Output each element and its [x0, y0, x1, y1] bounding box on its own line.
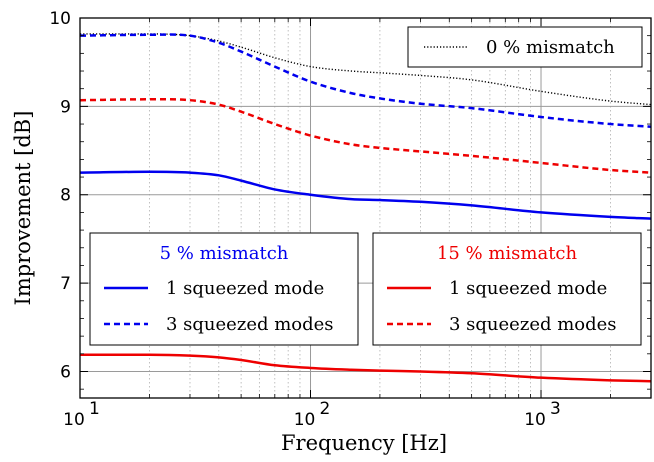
x-axis-label: Frequency [Hz] [281, 431, 447, 455]
plot-frame [79, 17, 652, 399]
y-tick-label: 6 [60, 362, 71, 382]
y-axis-label: Improvement [dB] [11, 111, 35, 306]
x-tick-label: 10 [524, 410, 546, 430]
legend-zero-mismatch: 0 % mismatch [407, 26, 643, 68]
x-tick-exponent: 1 [89, 399, 100, 419]
legend-five-dashed-label: 3 squeezed modes [166, 314, 334, 335]
x-tick-exponent: 3 [550, 399, 561, 419]
legend-zero-label: 0 % mismatch [486, 37, 615, 58]
y-tick-label: 7 [60, 274, 71, 294]
series-line-2 [79, 33, 652, 128]
series-line-4 [79, 98, 652, 174]
legend-fifteen-mismatch: 15 % mismatch 1 squeezed mode 3 squeezed… [372, 232, 642, 346]
series-line-3 [80, 353, 652, 383]
series-layer [79, 33, 652, 383]
legend-five-mismatch: 5 % mismatch 1 squeezed mode 3 squeezed … [89, 232, 359, 346]
legend-five-title: 5 % mismatch [160, 243, 289, 264]
series-line-1 [79, 170, 652, 220]
legend-fifteen-solid-label: 1 squeezed mode [449, 278, 607, 299]
legend-five-solid-label: 1 squeezed mode [166, 278, 324, 299]
y-tick-label: 8 [60, 186, 71, 206]
legend-fifteen-title: 15 % mismatch [437, 243, 578, 264]
y-tick-labels: 6 7 8 9 10 [49, 9, 71, 382]
y-tick-label: 10 [49, 9, 71, 29]
x-tick-label: 10 [63, 410, 85, 430]
x-tick-label: 10 [294, 410, 316, 430]
legend-fifteen-dashed-label: 3 squeezed modes [449, 314, 617, 335]
y-tick-label: 9 [60, 97, 71, 117]
axis-ticks [79, 17, 652, 398]
x-tick-exponent: 2 [320, 399, 331, 419]
